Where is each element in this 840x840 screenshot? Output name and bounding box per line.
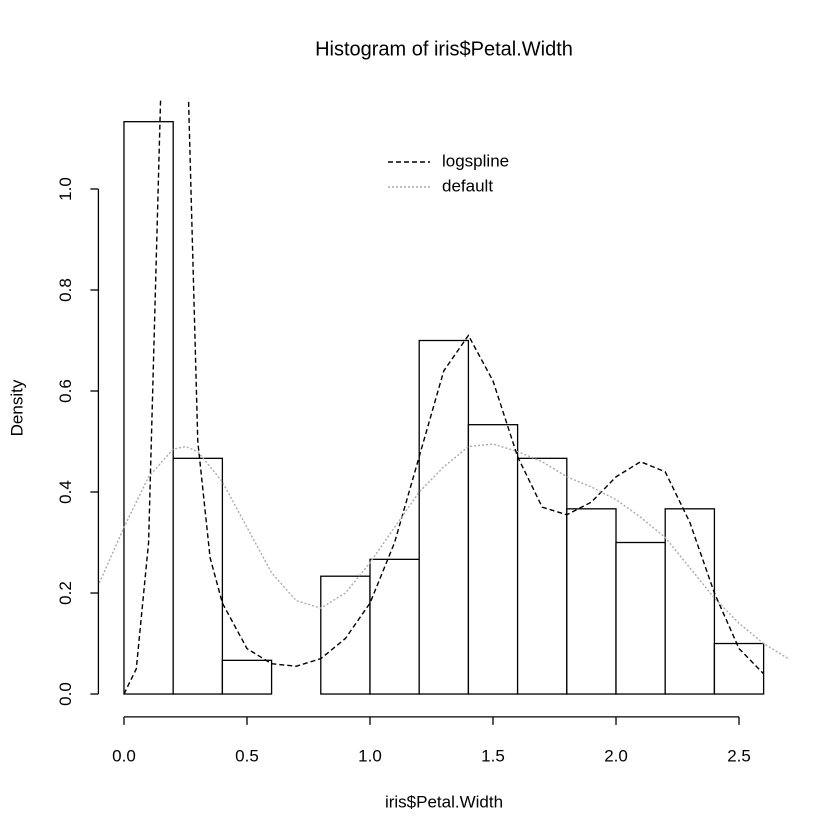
legend-label: default: [442, 176, 493, 195]
density-curve: [98, 443, 789, 660]
y-tick-label: 0.8: [56, 278, 75, 302]
histogram-bar: [566, 508, 617, 695]
histogram-bar: [713, 642, 765, 695]
y-tick-label: 0.4: [56, 480, 75, 504]
histogram-bar: [467, 424, 519, 695]
histogram-bar: [221, 659, 273, 695]
y-tick-label: 0.0: [56, 682, 75, 706]
histogram-bar: [172, 457, 224, 695]
histogram-bar: [516, 457, 568, 695]
curves: [98, 99, 789, 695]
histogram-bar: [123, 121, 174, 695]
x-tick-label: 2.0: [604, 746, 628, 765]
histogram-bar: [615, 541, 666, 695]
x-tick-label: 0.5: [235, 746, 259, 765]
histogram-bar: [664, 508, 716, 695]
x-axis-label: iris$Petal.Width: [385, 792, 503, 811]
x-tick-label: 1.0: [358, 746, 382, 765]
y-axis-label: Density: [7, 379, 26, 436]
x-tick-label: 0.0: [112, 746, 136, 765]
y-tick-label: 1.0: [56, 177, 75, 201]
y-tick-label: 0.6: [56, 379, 75, 403]
histogram-bar: [369, 558, 420, 695]
histogram-bar: [418, 339, 470, 695]
x-tick-label: 1.5: [481, 746, 505, 765]
x-tick-label: 2.5: [727, 746, 751, 765]
legend-label: logspline: [442, 151, 509, 170]
y-tick-label: 0.2: [56, 581, 75, 605]
chart-title: Histogram of iris$Petal.Width: [315, 38, 573, 60]
histogram-bar: [320, 575, 371, 695]
